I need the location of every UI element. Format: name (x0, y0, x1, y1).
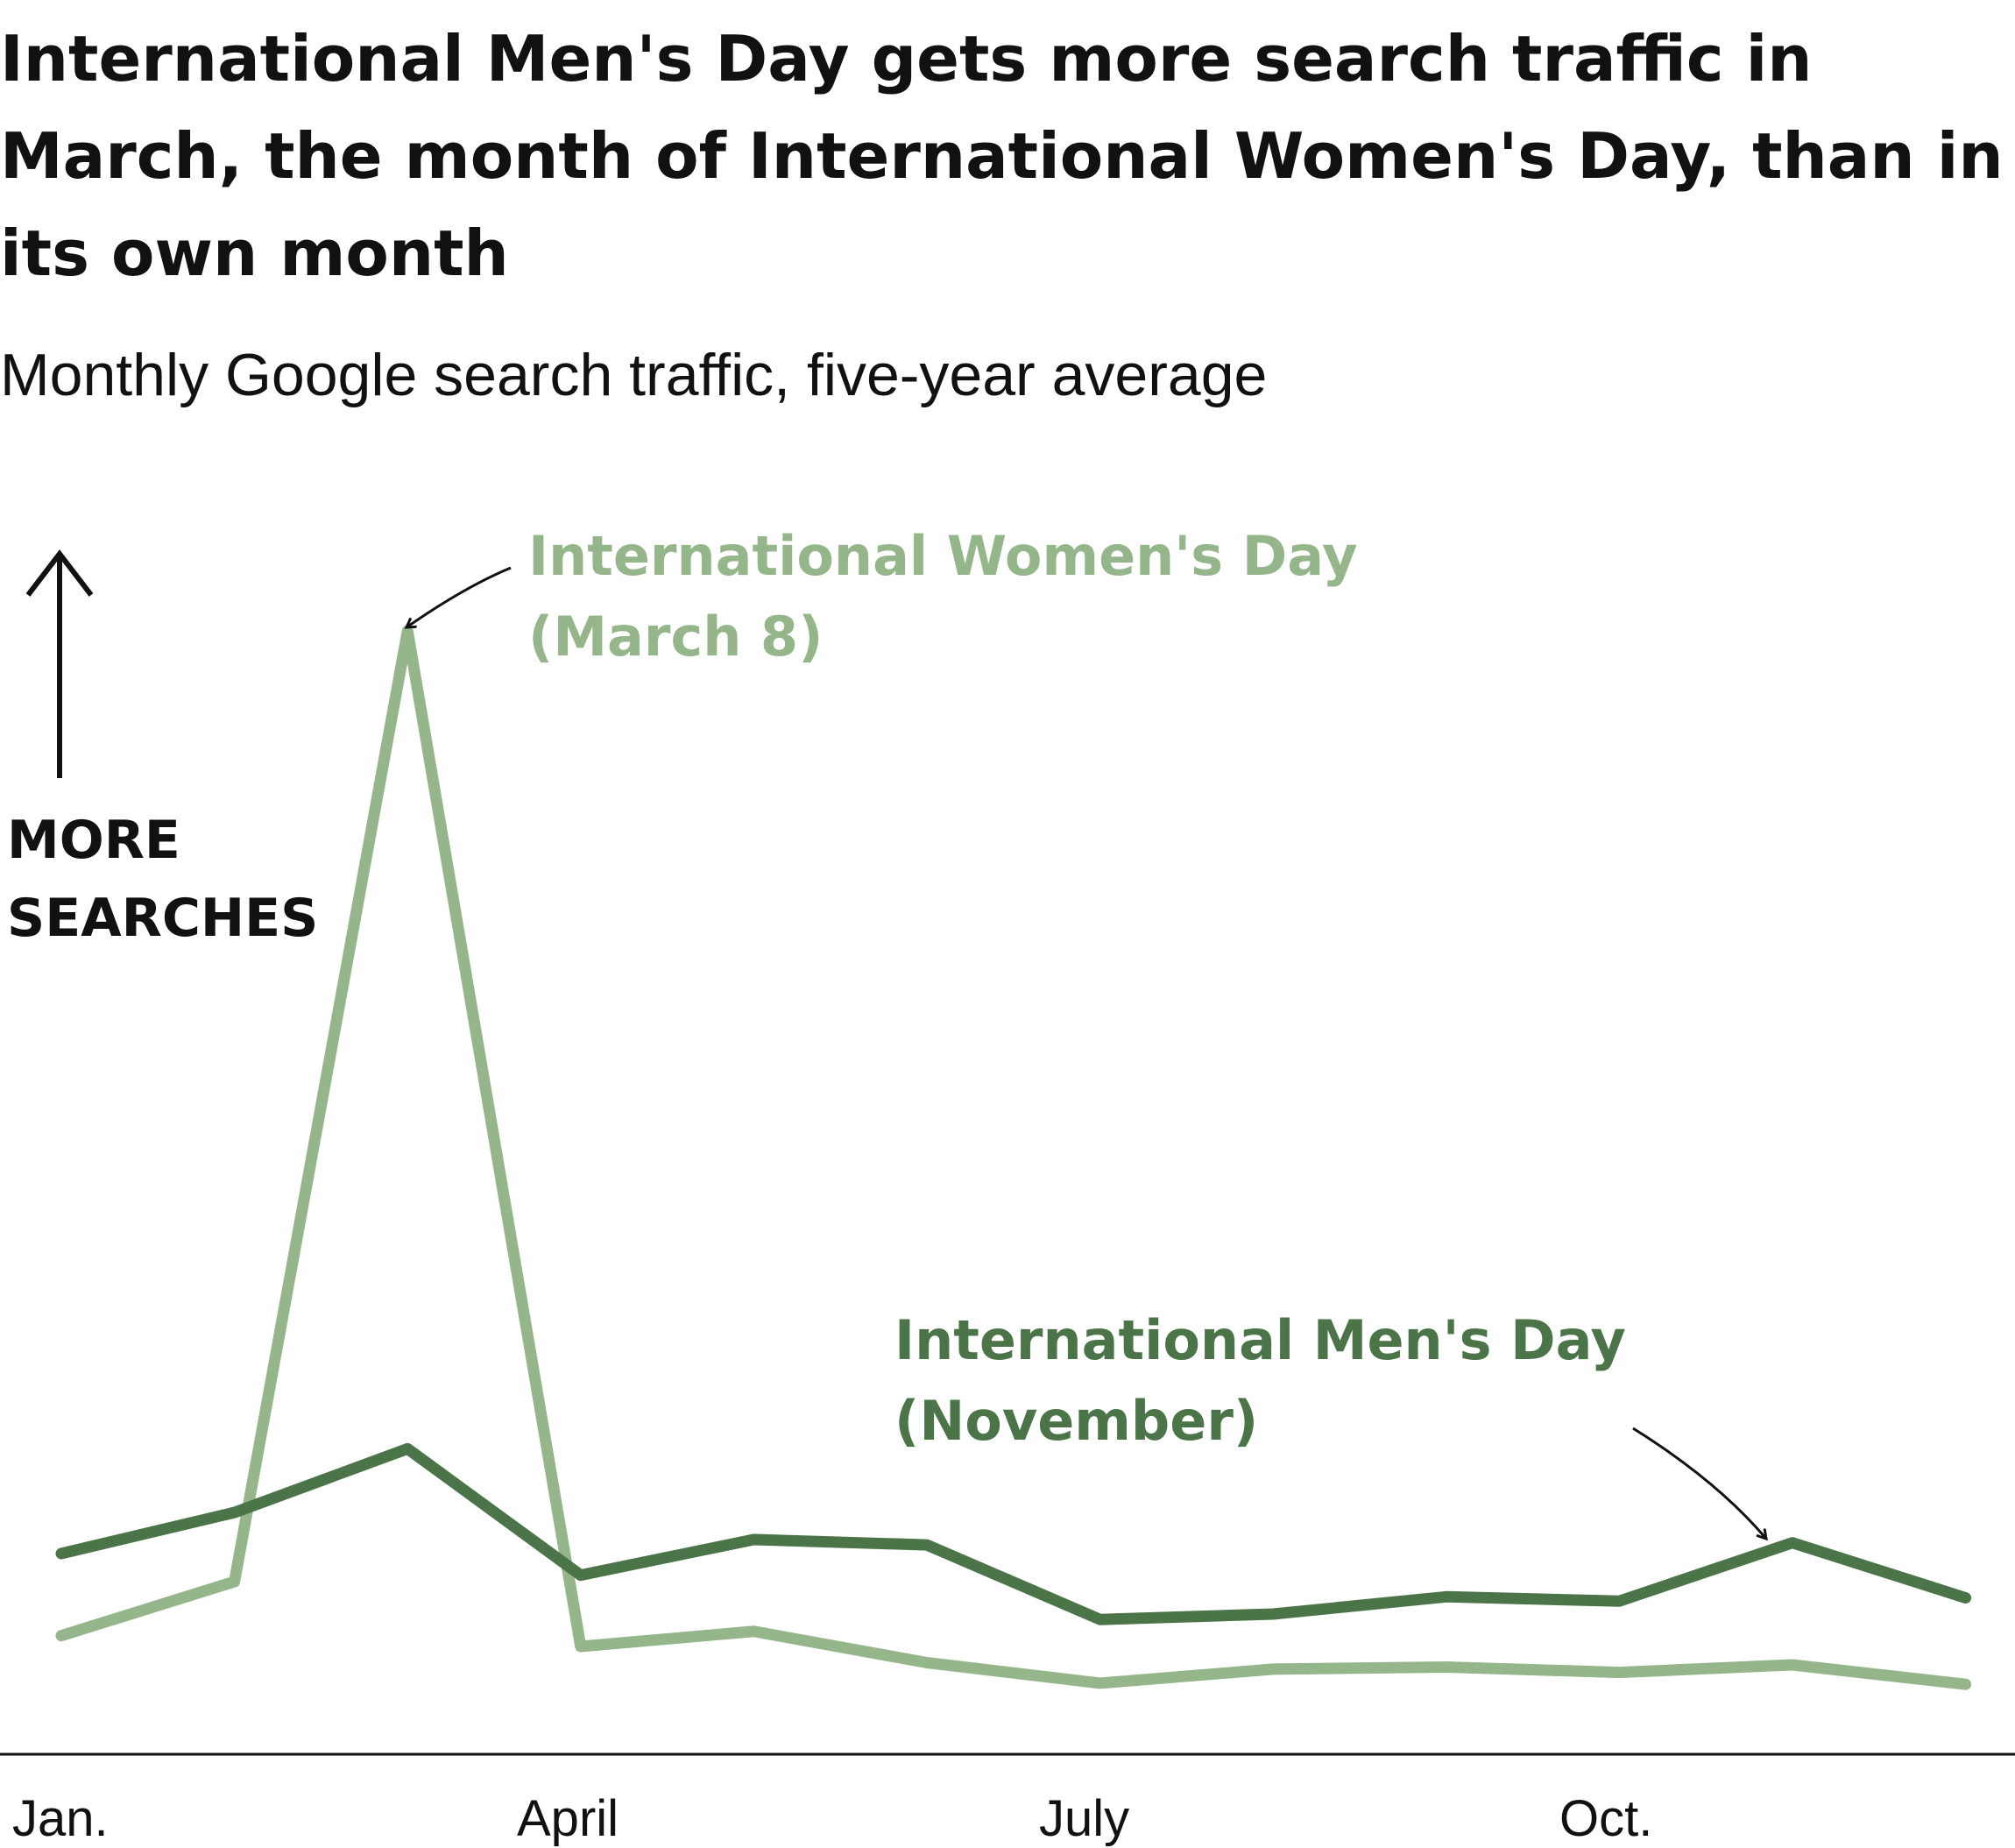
up-arrow-head-icon (25, 549, 94, 597)
annotation-arrow-icon (1632, 1427, 1766, 1539)
series-line-womens-day (55, 625, 1972, 1690)
chart-subtitle: Monthly Google search traffic, five-year… (0, 342, 1268, 408)
y-axis-label-line-1: MORE (7, 810, 180, 871)
annotation-womens-day-line-1: International Women's Day (528, 524, 1358, 588)
annotation-womens-day: International Women's Day (March 8) (407, 524, 1358, 669)
x-tick-label: April (517, 1790, 619, 1847)
x-tick-label: Oct. (1559, 1790, 1652, 1847)
annotation-mens-day: International Men's Day (November) (894, 1308, 1766, 1539)
x-tick-label: Jan. (12, 1790, 109, 1847)
annotation-womens-day-line-2: (March 8) (528, 605, 823, 669)
annotation-arrow-icon (407, 566, 512, 627)
series-lines (55, 625, 1972, 1690)
chart-title: International Men's Day gets more search… (0, 22, 2004, 290)
annotation-mens-day-line-1: International Men's Day (894, 1308, 1626, 1372)
x-axis-tick-labels: Jan. April July Oct. (12, 1790, 1652, 1847)
series-line-mens-day (55, 1442, 1972, 1625)
annotation-mens-day-line-2: (November) (894, 1389, 1258, 1453)
y-axis-indicator: MORE SEARCHES (7, 549, 318, 949)
x-tick-label: July (1039, 1790, 1129, 1847)
y-axis-label-line-2: SEARCHES (7, 888, 318, 949)
